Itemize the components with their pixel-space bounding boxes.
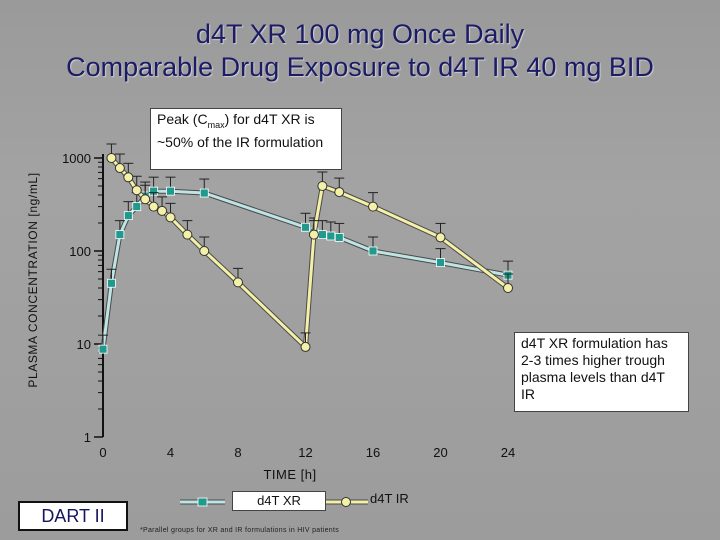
series-1-point	[317, 180, 328, 191]
peak-callout: Peak (Cmax) for d4T XR is ~50% of the IR…	[150, 108, 342, 170]
series-0-point	[107, 278, 116, 288]
slide-title: d4T XR 100 mg Once Daily Comparable Drug…	[0, 18, 720, 84]
series-1-point	[199, 246, 210, 256]
legend-ir-label: d4T IR	[370, 491, 409, 506]
peak-callout-text: Peak (Cmax) for d4T XR is ~50% of the IR…	[157, 111, 324, 150]
series-1-point	[148, 201, 159, 212]
x-tick-label: 20	[433, 445, 447, 460]
series-0-point	[436, 258, 445, 268]
series-1-point	[308, 229, 319, 240]
series-1-point	[182, 229, 193, 240]
series-0-point	[115, 230, 125, 240]
x-axis-title: TIME [h]	[263, 467, 317, 482]
series-1-point	[300, 341, 311, 352]
series-1-point	[165, 212, 176, 223]
footnote: *Parallel groups for XR and IR formulati…	[140, 527, 340, 534]
series-0-point	[123, 211, 133, 221]
x-tick-label: 0	[99, 445, 106, 460]
series-1-point	[233, 277, 243, 288]
series-1-point	[123, 172, 134, 183]
series-0-point	[368, 246, 378, 256]
x-tick-label: 8	[234, 445, 241, 460]
y-tick-label: 100	[69, 244, 91, 259]
series-0-point	[132, 202, 142, 212]
series-0-point	[334, 233, 344, 242]
brand-logo: DART II	[18, 501, 128, 531]
y-tick-label: 10	[77, 337, 91, 352]
series-1-point	[503, 283, 513, 294]
series-0-point	[301, 222, 310, 232]
title-line-1: d4T XR 100 mg Once Daily	[195, 19, 525, 49]
series-1-point	[131, 185, 142, 196]
series-1-point	[114, 163, 125, 174]
trough-callout: d4T XR formulation has 2-3 times higher …	[514, 332, 689, 412]
legend-xr-label: d4T XR	[232, 491, 326, 511]
series-1-point	[157, 205, 168, 216]
series-0-point	[199, 188, 209, 198]
series-1-point	[106, 153, 117, 163]
series-1-point	[435, 232, 446, 243]
x-tick-label: 24	[501, 445, 515, 460]
x-tick-label: 4	[167, 445, 174, 460]
x-tick-label: 16	[366, 445, 380, 460]
x-tick-label: 12	[298, 445, 312, 460]
y-tick-label: 1	[84, 430, 91, 445]
series-0-point	[326, 231, 336, 241]
y-tick-label: 1000	[62, 151, 91, 166]
legend-ir-marker	[341, 497, 351, 507]
title-line-2: Comparable Drug Exposure to d4T IR 40 mg…	[66, 52, 654, 82]
series-1-point	[140, 194, 151, 205]
series-0-point	[98, 344, 108, 354]
series-0-point	[166, 186, 175, 196]
series-0-point	[317, 230, 327, 240]
series-1-point	[334, 187, 345, 198]
series-1-point	[368, 201, 378, 212]
legend-xr-marker	[197, 497, 208, 507]
